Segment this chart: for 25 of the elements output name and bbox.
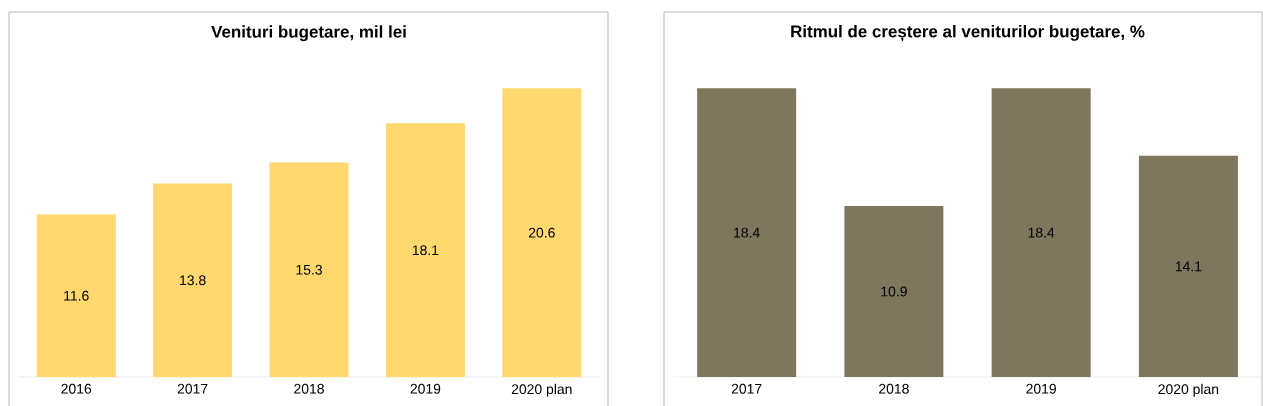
- x-tick-label: 2018: [294, 383, 324, 394]
- x-tick-label: 2019: [1026, 383, 1056, 394]
- x-tick-label: 2019: [410, 383, 441, 394]
- x-tick-label: 2016: [61, 383, 92, 394]
- bar: [502, 88, 582, 377]
- data-label: 13.8: [180, 275, 206, 286]
- bar: [153, 183, 233, 377]
- chart-title: Venituri bugetare, mil lei: [211, 25, 406, 42]
- data-label: 20.6: [528, 227, 555, 238]
- x-tick-label: 2020 plan: [1158, 383, 1219, 397]
- data-label: 18.4: [734, 227, 760, 238]
- x-tick-label: 2020 plan: [511, 383, 572, 397]
- data-label: 18.4: [1028, 227, 1055, 238]
- x-tick-label: 2018: [879, 383, 909, 394]
- bar: [269, 162, 349, 377]
- data-label: 11.6: [64, 290, 89, 301]
- data-label: 18.1: [412, 245, 439, 256]
- x-tick-label: 2017: [731, 383, 762, 394]
- data-label: 14.1: [1175, 261, 1202, 272]
- bar: [36, 214, 116, 377]
- data-label: 10.9: [881, 286, 907, 297]
- data-label: 15.3: [296, 264, 322, 275]
- chart-title: Ritmul de creștere al veniturilor bugetare, %: [791, 24, 1145, 42]
- x-tick-label: 2017: [177, 383, 208, 394]
- bar: [385, 123, 465, 377]
